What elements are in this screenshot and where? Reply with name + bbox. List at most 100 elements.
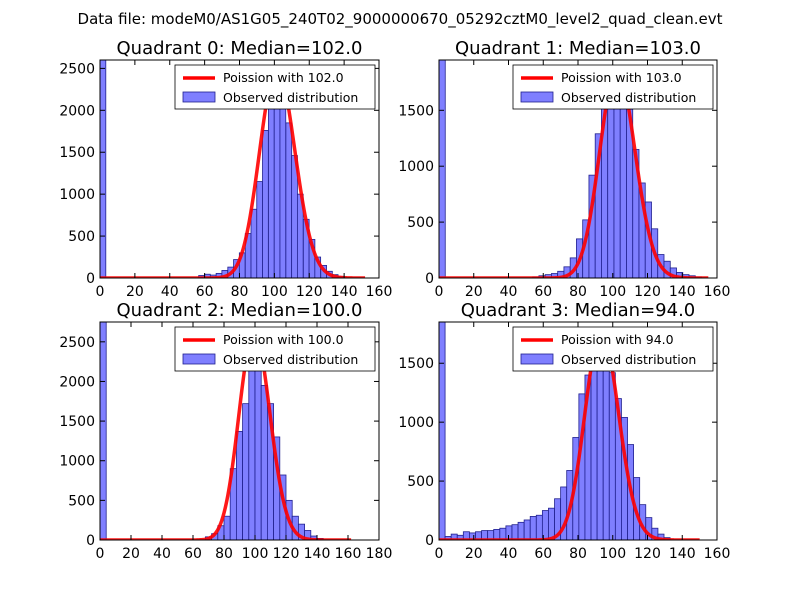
x-tick-label: 40 bbox=[161, 284, 179, 300]
histogram-bar bbox=[235, 430, 243, 540]
x-tick-label: 40 bbox=[500, 284, 518, 300]
x-tick-label: 60 bbox=[534, 546, 552, 562]
quadrant-1-panel: 0 20 40 60 80 100 120 140 160 0 500 1000 1500 Quadran… bbox=[398, 38, 730, 300]
histogram-bar bbox=[100, 322, 107, 540]
histogram-bar bbox=[529, 516, 537, 540]
legend-label-observed: Observed distribution bbox=[223, 90, 358, 105]
histogram-bar bbox=[260, 385, 268, 540]
histogram-bar bbox=[439, 322, 446, 540]
y-tick-label: 0 bbox=[425, 533, 434, 549]
y-tick-label: 0 bbox=[86, 271, 95, 287]
x-tick-label: 140 bbox=[669, 284, 696, 300]
histogram-bar bbox=[250, 208, 258, 278]
poisson-curve bbox=[100, 330, 353, 540]
x-tick-label: 120 bbox=[273, 546, 300, 562]
x-tick-label: 20 bbox=[465, 546, 483, 562]
x-tick-label: 20 bbox=[122, 546, 140, 562]
panel-title: Quadrant 3: Median=94.0 bbox=[461, 300, 696, 321]
histogram-bar bbox=[256, 181, 263, 278]
x-tick-label: 0 bbox=[96, 546, 105, 562]
quadrant-3-panel: 0 20 40 60 80 100 120 140 160 0 500 1000 1500 Quadran… bbox=[398, 300, 730, 562]
y-tick-label: 1500 bbox=[59, 414, 95, 430]
legend-label-poisson: Poission with 100.0 bbox=[223, 332, 344, 347]
x-tick-label: 0 bbox=[435, 284, 444, 300]
histogram-bar bbox=[590, 351, 598, 540]
histogram-bar bbox=[223, 515, 231, 540]
poisson-curve bbox=[439, 329, 701, 540]
y-tick-label: 1000 bbox=[59, 187, 95, 203]
x-tick-label: 120 bbox=[634, 546, 661, 562]
x-tick-label: 0 bbox=[96, 284, 105, 300]
x-tick-label: 160 bbox=[335, 546, 362, 562]
y-tick-label: 1500 bbox=[398, 356, 434, 372]
x-tick-label: 160 bbox=[704, 546, 731, 562]
legend-bar-swatch bbox=[520, 353, 554, 365]
histogram-bar bbox=[619, 95, 627, 278]
histogram-bar bbox=[262, 130, 269, 278]
x-tick-label: 20 bbox=[465, 284, 483, 300]
figure-suptitle: Data file: modeM0/AS1G05_240T02_90000006… bbox=[78, 10, 723, 29]
histogram-bar bbox=[602, 355, 610, 540]
y-tick-label: 1000 bbox=[59, 454, 95, 470]
histogram-bar bbox=[535, 514, 543, 540]
y-tick-label: 2000 bbox=[59, 374, 95, 390]
histogram-bar bbox=[285, 122, 293, 278]
legend: Poission with 94.0 Observed distribution bbox=[512, 326, 714, 372]
x-tick-label: 100 bbox=[261, 284, 288, 300]
x-tick-label: 80 bbox=[231, 284, 249, 300]
panel-title: Quadrant 0: Median=102.0 bbox=[117, 38, 363, 59]
legend-label-observed: Observed distribution bbox=[561, 352, 696, 367]
y-tick-label: 1000 bbox=[398, 159, 434, 175]
x-tick-label: 140 bbox=[304, 546, 331, 562]
y-tick-label: 500 bbox=[407, 474, 434, 490]
x-tick-label: 60 bbox=[534, 284, 552, 300]
legend-bar-swatch bbox=[182, 353, 216, 365]
x-tick-label: 40 bbox=[153, 546, 171, 562]
histogram-bar bbox=[279, 96, 287, 278]
histogram-bar bbox=[273, 80, 281, 278]
legend-label-poisson: Poission with 94.0 bbox=[561, 332, 674, 347]
x-tick-label: 160 bbox=[366, 284, 393, 300]
histogram-bar bbox=[499, 527, 507, 540]
y-tick-label: 1500 bbox=[59, 145, 95, 161]
y-tick-label: 2500 bbox=[59, 335, 95, 351]
x-tick-label: 180 bbox=[366, 546, 393, 562]
histogram-bar bbox=[608, 372, 616, 540]
y-tick-label: 1500 bbox=[398, 103, 434, 119]
x-tick-label: 160 bbox=[704, 284, 731, 300]
histogram-bar bbox=[242, 403, 250, 540]
y-tick-label: 0 bbox=[425, 271, 434, 287]
y-tick-label: 500 bbox=[68, 229, 95, 245]
poisson-curve bbox=[100, 66, 366, 278]
axes-frame bbox=[99, 321, 380, 541]
x-tick-label: 120 bbox=[634, 284, 661, 300]
y-tick-label: 2000 bbox=[59, 103, 95, 119]
histogram-bar bbox=[523, 519, 531, 540]
x-tick-label: 60 bbox=[184, 546, 202, 562]
x-tick-label: 100 bbox=[599, 284, 626, 300]
panel-title: Quadrant 1: Median=103.0 bbox=[455, 38, 701, 59]
x-tick-label: 140 bbox=[331, 284, 358, 300]
quadrant-0-panel: 0 20 40 60 80 100 120 140 160 0 500 1000 1500 2000 250… bbox=[59, 38, 392, 300]
histogram-bar bbox=[607, 94, 615, 278]
x-tick-label: 120 bbox=[296, 284, 323, 300]
legend-label-poisson: Poission with 103.0 bbox=[561, 70, 682, 85]
histogram-bar bbox=[548, 507, 555, 540]
x-tick-label: 80 bbox=[215, 546, 233, 562]
y-tick-label: 500 bbox=[407, 215, 434, 231]
histogram-bar bbox=[100, 60, 107, 278]
x-tick-label: 60 bbox=[196, 284, 214, 300]
x-tick-label: 80 bbox=[569, 284, 587, 300]
legend-label-observed: Observed distribution bbox=[223, 352, 358, 367]
legend-bar-swatch bbox=[182, 91, 216, 103]
histogram-bar bbox=[517, 521, 525, 540]
legend-label-observed: Observed distribution bbox=[561, 90, 696, 105]
legend: Poission with 102.0 Observed distribution bbox=[174, 64, 376, 110]
poisson-curve bbox=[439, 66, 710, 278]
legend-bar-swatch bbox=[520, 91, 554, 103]
x-tick-label: 20 bbox=[126, 284, 144, 300]
legend-label-poisson: Poission with 102.0 bbox=[223, 70, 344, 85]
y-tick-label: 0 bbox=[86, 533, 95, 549]
panel-title: Quadrant 2: Median=100.0 bbox=[117, 300, 363, 321]
histogram-bar bbox=[511, 524, 519, 540]
